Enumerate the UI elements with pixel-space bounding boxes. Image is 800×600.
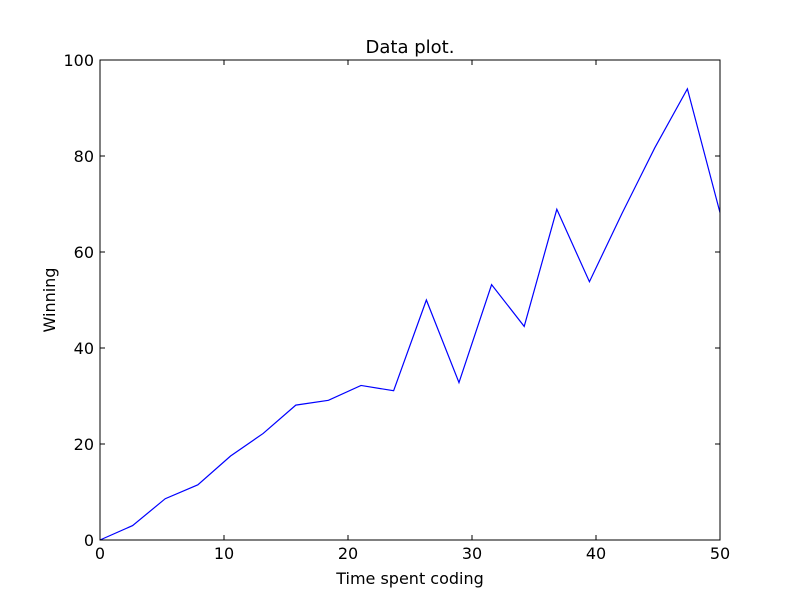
series-layer: [99, 87, 721, 541]
plot-frame: [99, 59, 721, 541]
y-axis-label: Winning: [40, 268, 59, 333]
y-tick-label: 80: [74, 147, 94, 166]
y-tick-label: 20: [74, 435, 94, 454]
series-line-0: [99, 87, 721, 541]
y-tick-label: 40: [74, 339, 94, 358]
x-tick-label: 0: [95, 544, 105, 563]
x-tick-label: 10: [214, 544, 234, 563]
y-tick-label: 0: [84, 531, 94, 550]
x-tick-label: 20: [338, 544, 358, 563]
y-tick-label: 60: [74, 243, 94, 262]
x-tick-label: 50: [710, 544, 730, 563]
x-tick-label: 30: [462, 544, 482, 563]
ticks-layer: 0 10 20 30 40 50 0 20 40 60 80 100: [63, 51, 730, 563]
y-tick-label: 100: [63, 51, 94, 70]
x-axis-label: Time spent coding: [335, 569, 484, 588]
chart-title: Data plot.: [366, 37, 455, 58]
x-tick-label: 40: [586, 544, 606, 563]
